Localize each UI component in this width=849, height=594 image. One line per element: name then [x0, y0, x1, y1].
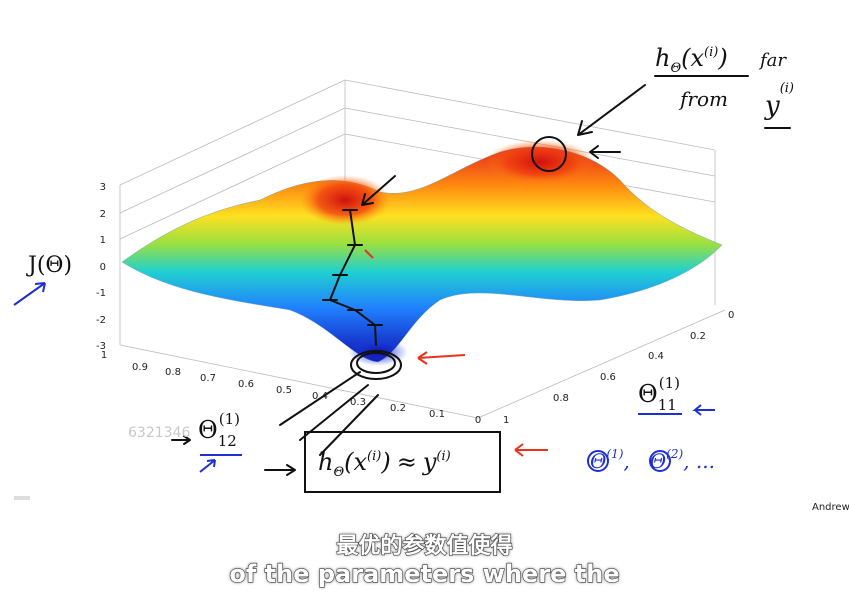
x-tick-label: 0.4	[312, 391, 328, 402]
y-tick-label: 0.6	[600, 372, 616, 383]
axes-box	[119, 79, 726, 419]
x-tick-label: 0.3	[350, 397, 366, 408]
watermark: 6321346	[128, 425, 190, 441]
far-annotation: from y(i)	[678, 81, 794, 121]
credit: Andrew	[812, 502, 849, 513]
x-tick-label: 0.6	[238, 379, 254, 390]
blue-marks	[13, 282, 715, 473]
peak	[300, 175, 390, 225]
x-tick-label: 0	[475, 415, 481, 426]
x-tick-label: 0.2	[390, 403, 406, 414]
z-tick-label: 3	[100, 182, 106, 193]
y-tick-label: 0	[728, 310, 734, 321]
z-tick-label: -1	[96, 288, 106, 299]
x-tick-label: 0.8	[165, 367, 181, 378]
y-tick-label: 1	[503, 415, 509, 426]
z-tick-label: 1	[100, 235, 106, 246]
y-tick-label: 0.8	[553, 393, 569, 404]
handwriting	[171, 75, 791, 493]
z-label: J(Θ)	[26, 253, 72, 278]
logo	[14, 496, 30, 500]
y-label: Θ11(1)	[638, 374, 680, 414]
y-tick-label: 0.4	[648, 351, 664, 362]
x-tick-label: 0.9	[132, 362, 148, 373]
x-label: Θ12(1)	[198, 410, 240, 450]
x-tick-label: 0.1	[429, 409, 445, 420]
x-tick-label: 0.5	[276, 385, 292, 396]
z-tick-label: 2	[100, 209, 106, 220]
x-tick-label: 0.7	[200, 373, 216, 384]
y-tick-label: 0.2	[690, 331, 706, 342]
z-tick-label: -2	[96, 315, 106, 326]
z-tick-label: -3	[96, 341, 106, 352]
x-tick-label: 1	[101, 350, 107, 361]
red-arrows	[364, 249, 548, 457]
subtitle-en: of the parameters where the	[229, 559, 620, 588]
far-annotation: hΘ(x(i)) far	[655, 44, 787, 76]
near-annotation: hΘ(x(i)) ≈ y(i)	[318, 448, 451, 480]
subtitle-zh: 最优的参数值使得	[336, 533, 513, 559]
cost-surface	[121, 146, 723, 363]
theta-list: Θ(1), Θ(2), ...	[590, 447, 715, 473]
z-tick-label: 0	[100, 262, 106, 273]
peak	[485, 140, 595, 184]
